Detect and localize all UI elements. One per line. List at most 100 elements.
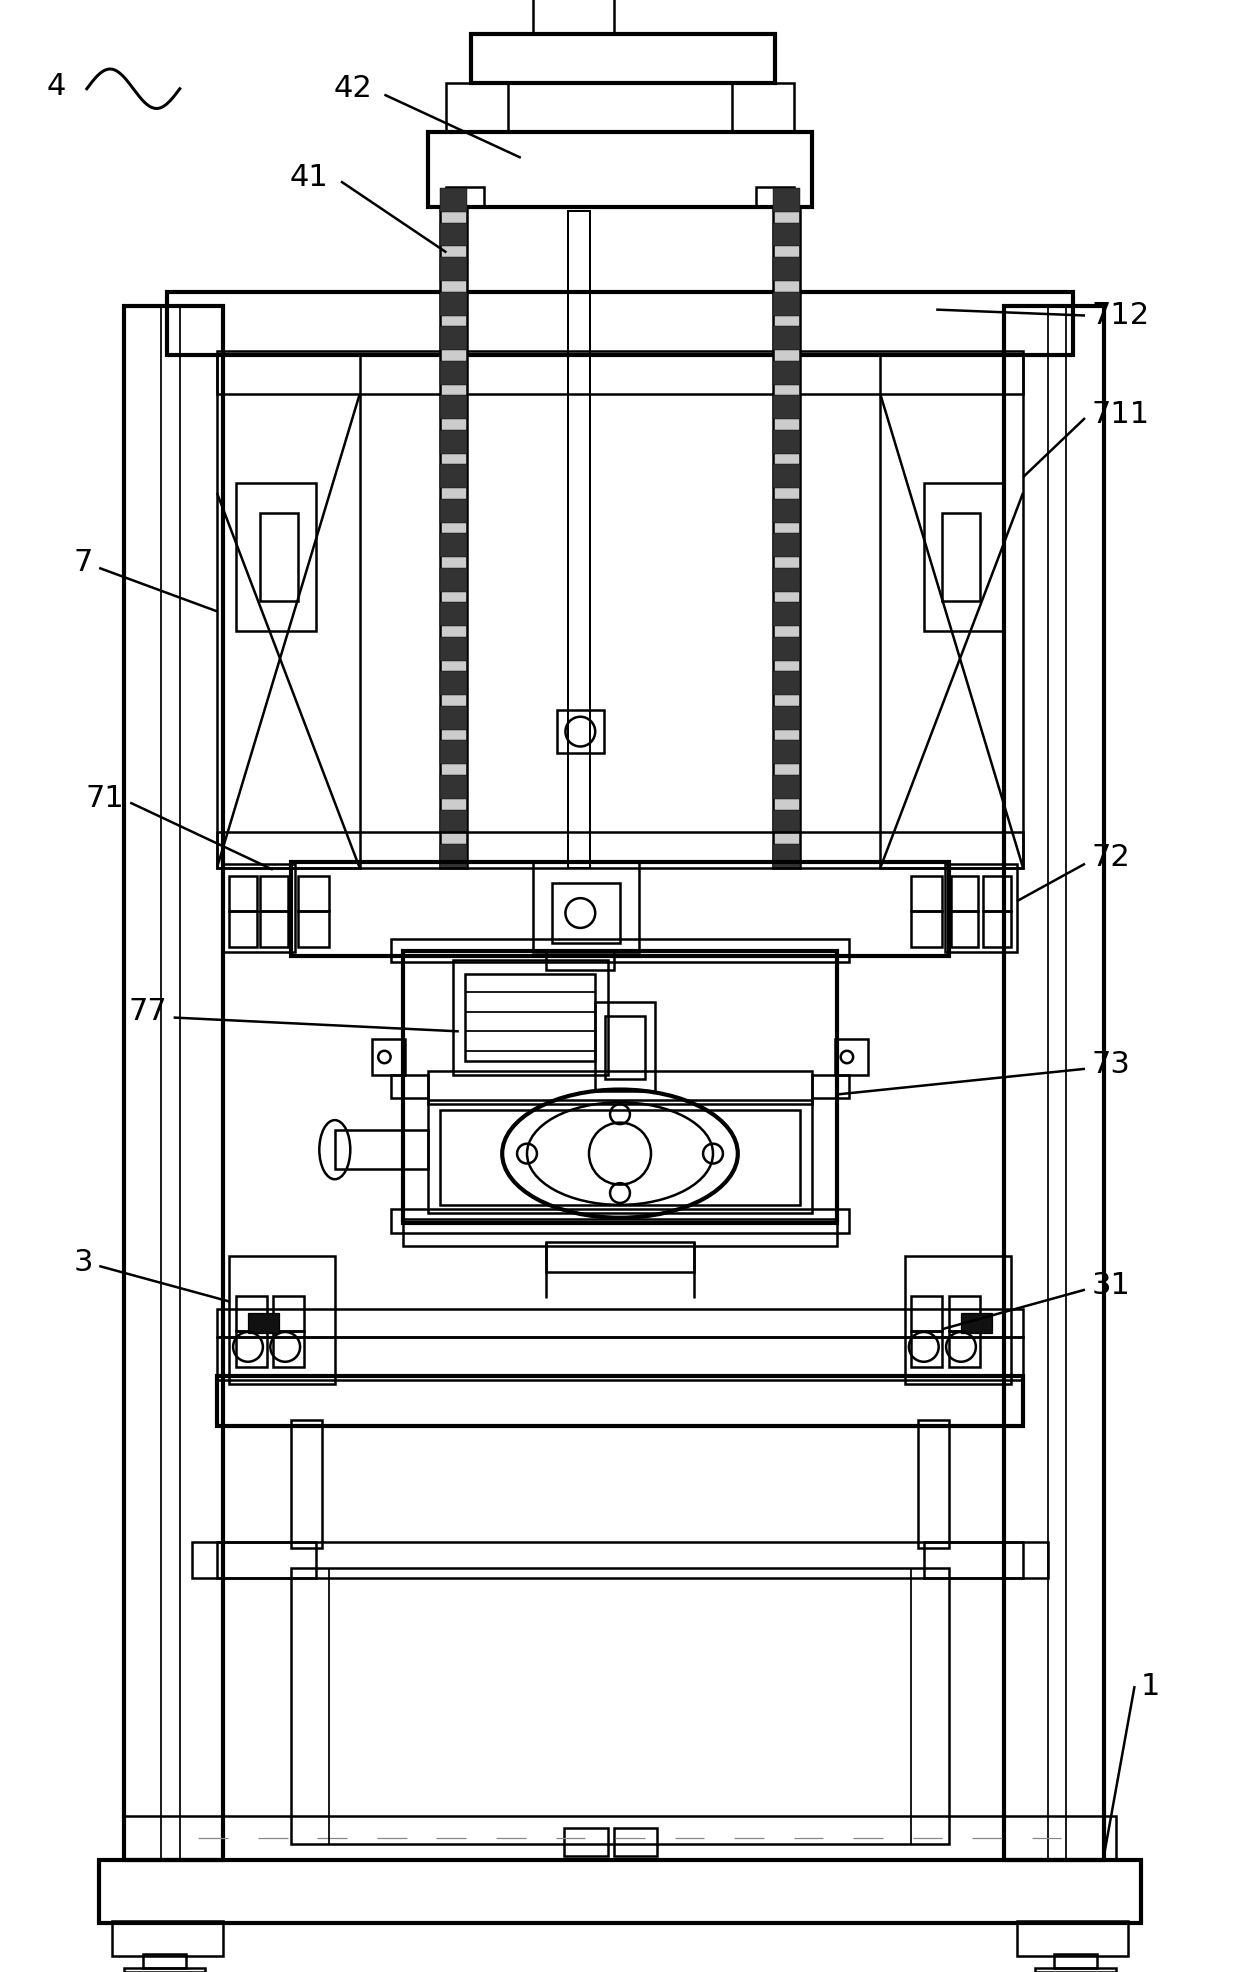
- Bar: [605, 1016, 645, 1079]
- Bar: [440, 207, 467, 868]
- Bar: [440, 223, 467, 246]
- Bar: [217, 1309, 1023, 1337]
- Bar: [440, 292, 467, 316]
- Bar: [1004, 306, 1104, 1860]
- Bar: [773, 207, 800, 868]
- Bar: [773, 463, 800, 487]
- Bar: [167, 292, 1073, 355]
- Bar: [291, 862, 949, 956]
- Bar: [453, 960, 608, 1075]
- Bar: [273, 1296, 304, 1331]
- Bar: [949, 1331, 980, 1367]
- Bar: [260, 876, 288, 911]
- Bar: [440, 325, 467, 349]
- Bar: [773, 430, 800, 454]
- Bar: [773, 325, 800, 349]
- Bar: [440, 1110, 800, 1205]
- Bar: [440, 775, 467, 799]
- Text: 7: 7: [73, 548, 93, 576]
- Bar: [335, 1130, 428, 1169]
- Bar: [546, 951, 614, 970]
- Text: 3: 3: [73, 1248, 93, 1276]
- Bar: [835, 1039, 868, 1075]
- Bar: [533, 862, 639, 952]
- Bar: [552, 883, 620, 943]
- Bar: [911, 911, 942, 947]
- Text: 41: 41: [290, 164, 329, 191]
- Bar: [223, 864, 295, 952]
- Bar: [124, 306, 223, 1860]
- Bar: [773, 499, 800, 523]
- Bar: [918, 1420, 949, 1548]
- Bar: [568, 211, 590, 868]
- Bar: [773, 670, 800, 694]
- Bar: [440, 430, 467, 454]
- Bar: [440, 394, 467, 418]
- Bar: [440, 809, 467, 832]
- Bar: [229, 876, 257, 911]
- Bar: [440, 499, 467, 523]
- Bar: [446, 187, 484, 207]
- Bar: [924, 1542, 1048, 1578]
- Bar: [773, 532, 800, 556]
- Bar: [440, 187, 467, 211]
- Bar: [945, 864, 1017, 952]
- Text: 1: 1: [1141, 1672, 1161, 1700]
- Bar: [471, 34, 775, 83]
- Bar: [112, 1921, 223, 1956]
- Bar: [236, 1331, 267, 1367]
- Bar: [428, 1100, 812, 1213]
- Bar: [192, 1542, 316, 1578]
- Bar: [546, 1242, 694, 1272]
- Bar: [773, 637, 800, 661]
- Bar: [440, 568, 467, 592]
- Bar: [99, 1860, 1141, 1923]
- Bar: [773, 223, 800, 246]
- Bar: [773, 187, 800, 211]
- Text: 72: 72: [1091, 844, 1130, 872]
- Bar: [372, 1039, 405, 1075]
- Bar: [1035, 1968, 1116, 1972]
- Bar: [773, 361, 800, 385]
- Bar: [217, 832, 1023, 868]
- Bar: [291, 1420, 322, 1548]
- Bar: [773, 256, 800, 280]
- Bar: [403, 951, 837, 1223]
- Bar: [1017, 1921, 1128, 1956]
- Bar: [773, 394, 800, 418]
- Bar: [440, 361, 467, 385]
- Bar: [440, 532, 467, 556]
- Bar: [773, 740, 800, 763]
- Bar: [440, 706, 467, 730]
- Bar: [217, 351, 1023, 394]
- Bar: [951, 876, 978, 911]
- Bar: [911, 1296, 942, 1331]
- Bar: [732, 83, 794, 132]
- Bar: [773, 706, 800, 730]
- Text: 42: 42: [334, 75, 372, 103]
- Bar: [465, 974, 595, 1061]
- Text: 77: 77: [129, 998, 167, 1025]
- Bar: [440, 256, 467, 280]
- Bar: [533, 0, 614, 34]
- Bar: [1054, 1954, 1097, 1968]
- Bar: [428, 1071, 812, 1104]
- Bar: [229, 911, 257, 947]
- Bar: [773, 292, 800, 316]
- Bar: [391, 1209, 849, 1232]
- Bar: [440, 601, 467, 625]
- Bar: [236, 483, 316, 631]
- Bar: [905, 1256, 1011, 1384]
- Text: 73: 73: [1091, 1051, 1130, 1079]
- Bar: [924, 483, 1004, 631]
- Bar: [880, 355, 1023, 868]
- Bar: [756, 187, 794, 207]
- Text: 711: 711: [1091, 400, 1149, 428]
- Bar: [557, 710, 604, 753]
- Bar: [143, 1954, 186, 1968]
- Bar: [248, 1313, 279, 1333]
- Bar: [298, 911, 329, 947]
- Bar: [391, 1075, 428, 1098]
- Bar: [260, 911, 288, 947]
- Bar: [951, 911, 978, 947]
